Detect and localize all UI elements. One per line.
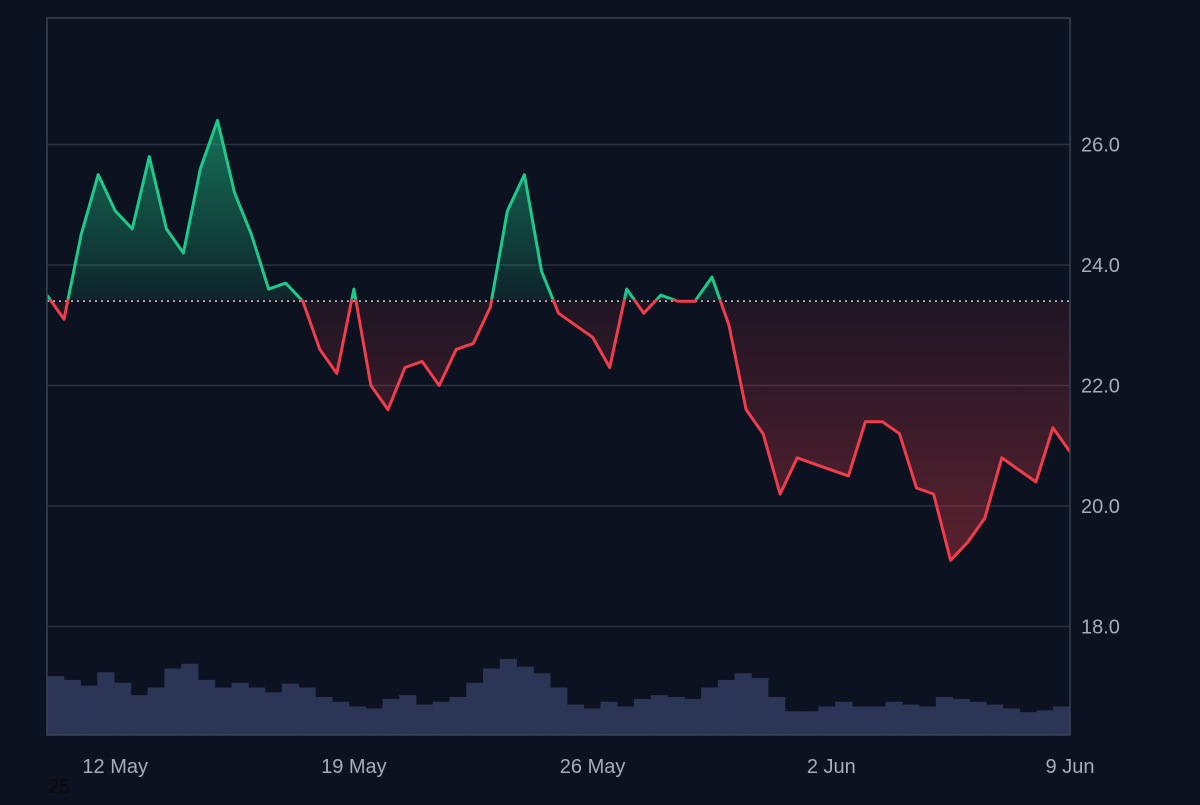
baseline-areas	[47, 120, 1070, 561]
corner-label: 25	[48, 776, 71, 798]
x-tick-label: 19 May	[321, 756, 387, 778]
volume-bar	[583, 708, 601, 735]
volume-bar	[986, 704, 1004, 735]
volume-bar	[80, 685, 98, 735]
y-tick-label: 20.0	[1081, 496, 1120, 518]
volume-bar	[885, 701, 903, 735]
volume-bar	[197, 679, 216, 735]
y-tick-label: 24.0	[1081, 255, 1120, 277]
volume-bar	[214, 687, 232, 735]
volume-bar	[415, 704, 434, 735]
volume-bar	[617, 706, 635, 735]
volume-bar	[1053, 706, 1071, 735]
volume-bar	[432, 701, 450, 735]
volume-bar	[248, 687, 266, 735]
volume-bar	[516, 666, 534, 735]
volume-bar	[751, 678, 769, 735]
volume-bar	[315, 697, 333, 735]
volume-bar	[969, 701, 987, 735]
volume-bar	[164, 668, 182, 735]
volume-bar	[1002, 708, 1021, 735]
above-baseline-area	[47, 120, 720, 299]
volume-bar	[399, 695, 417, 735]
y-tick-label: 18.0	[1081, 617, 1120, 639]
volume-bar	[935, 697, 954, 735]
volume-bar	[533, 673, 551, 735]
x-axis: 12 May 19 May 26 May 2 Jun 9 Jun	[82, 756, 1094, 778]
volume-bar	[1019, 712, 1037, 735]
volume-bar	[784, 711, 803, 735]
volume-bar	[298, 687, 316, 735]
volume-bar	[600, 701, 618, 735]
volume-bar	[684, 698, 702, 735]
volume-bar	[851, 706, 870, 735]
volume-bar	[701, 687, 719, 735]
volume-bar	[63, 679, 81, 735]
volume-bar	[281, 683, 299, 735]
volume-bar	[483, 668, 501, 735]
volume-bar	[130, 695, 149, 735]
volume-bar	[97, 672, 115, 735]
volume-bar	[47, 676, 65, 735]
y-tick-label: 22.0	[1081, 376, 1120, 398]
volume-bar	[717, 679, 735, 735]
price-line-up	[47, 118, 722, 299]
volume-bar	[332, 701, 350, 735]
volume-bar	[365, 708, 383, 735]
volume-bar	[768, 697, 786, 735]
volume-bar	[265, 692, 283, 735]
volume-bar	[952, 698, 970, 735]
y-tick-label: 26.0	[1081, 135, 1120, 157]
volume-bar	[382, 698, 400, 735]
volume-bar	[835, 701, 853, 735]
volume-bar	[868, 706, 886, 735]
x-tick-label: 2 Jun	[807, 756, 856, 778]
y-axis: 18.0 20.0 22.0 24.0 26.0	[1081, 135, 1120, 639]
volume-bar	[181, 663, 199, 735]
frame-rect	[46, 17, 1071, 736]
volume-bar	[566, 704, 585, 735]
below-baseline-area	[47, 299, 1070, 561]
volume-bar	[449, 697, 467, 735]
volume-bar	[466, 682, 484, 735]
volume-bar	[902, 704, 920, 735]
volume-bar	[1036, 710, 1054, 735]
volume-bar	[667, 697, 685, 735]
volume-bar	[348, 706, 367, 735]
volume-histogram	[47, 659, 1071, 735]
x-tick-label: 26 May	[560, 756, 626, 778]
volume-bar	[818, 706, 836, 735]
volume-bar	[919, 706, 937, 735]
price-line-down	[47, 299, 1070, 562]
volume-bar	[633, 698, 652, 735]
volume-bar	[550, 687, 568, 735]
volume-bar	[650, 695, 668, 735]
volume-bar	[734, 673, 752, 735]
volume-bar	[231, 682, 249, 735]
x-tick-label: 9 Jun	[1046, 756, 1095, 778]
volume-bar	[499, 659, 517, 735]
volume-bar	[114, 682, 132, 735]
price-line	[47, 118, 1070, 562]
x-tick-label: 12 May	[82, 756, 148, 778]
plot-frame	[46, 17, 1071, 736]
volume-bar	[147, 687, 165, 735]
volume-bar	[801, 711, 819, 735]
